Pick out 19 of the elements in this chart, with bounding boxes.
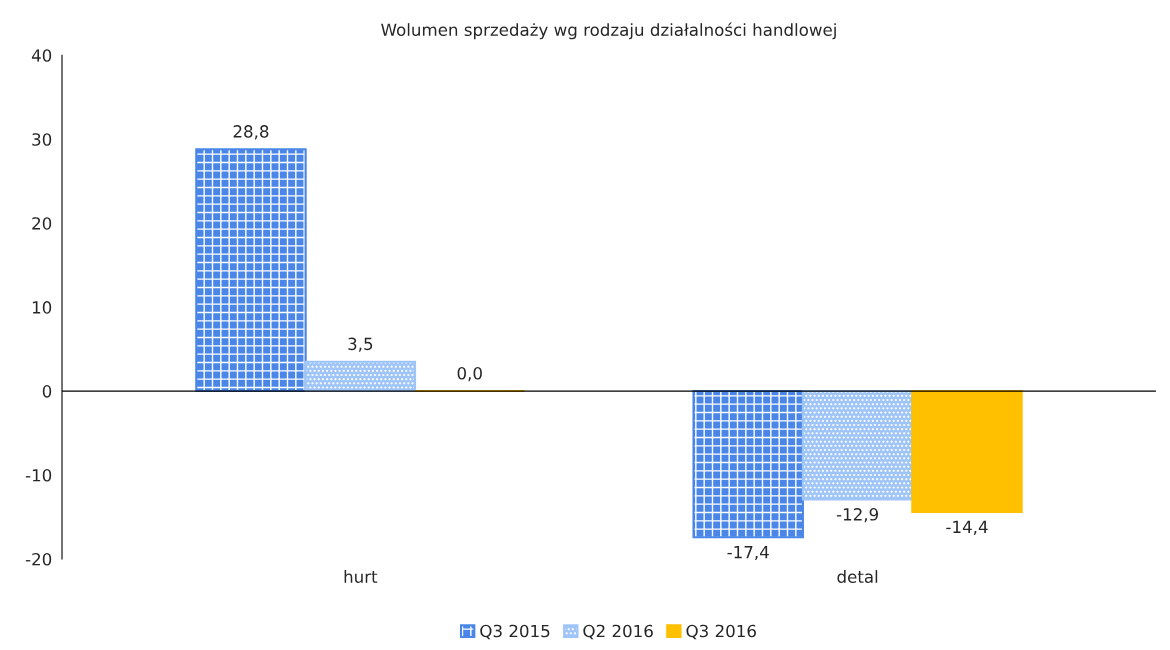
y-tick-label: 20 <box>32 217 52 230</box>
legend-label: Q3 2015 <box>480 624 550 640</box>
y-tick-label: 0 <box>42 385 52 398</box>
data-label: -17,4 <box>727 546 769 561</box>
x-tick-label: detal <box>837 570 878 584</box>
y-tick-label: -10 <box>25 469 52 482</box>
y-tick-label: 10 <box>32 301 52 314</box>
data-label: 0,0 <box>457 366 482 382</box>
y-tick-label: -20 <box>25 552 52 566</box>
data-label: -14,4 <box>946 520 988 535</box>
y-tick-label: 40 <box>31 49 52 62</box>
legend-label: Q2 2016 <box>583 624 653 640</box>
y-tick-label: 30 <box>32 133 52 146</box>
x-tick-label: hurt <box>344 570 378 584</box>
data-label: 3,5 <box>348 337 373 352</box>
data-label: -12,9 <box>836 508 878 523</box>
data-label: 28,8 <box>233 125 269 140</box>
chart-title: Wolumen sprzedaży wg rodzaju działalności handlowej <box>381 22 836 40</box>
legend-label: Q3 2016 <box>686 624 756 640</box>
